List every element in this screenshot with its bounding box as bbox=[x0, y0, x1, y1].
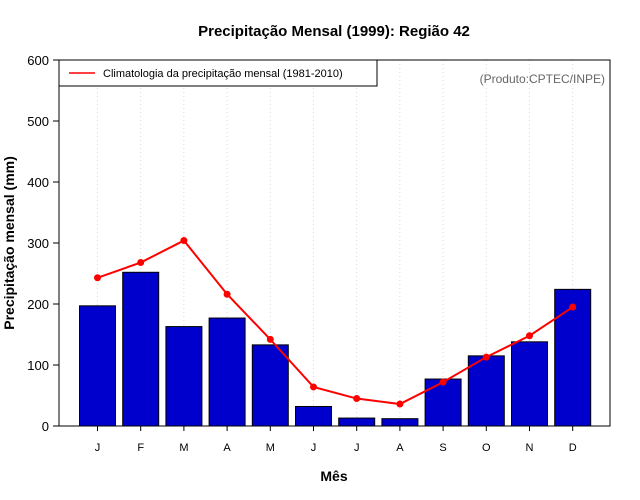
x-tick-label: J bbox=[95, 442, 101, 454]
x-axis-label: Mês bbox=[320, 468, 347, 484]
x-tick-label: N bbox=[526, 442, 534, 454]
y-axis-label: Precipitação mensal (mm) bbox=[1, 156, 17, 330]
chart-title: Precipitação Mensal (1999): Região 42 bbox=[198, 23, 470, 40]
climatology-point bbox=[94, 274, 101, 282]
climatology-line-layer bbox=[94, 237, 577, 408]
precipitation-bar bbox=[511, 341, 548, 427]
legend-entry: Climatologia da precipitação mensal (198… bbox=[103, 68, 343, 80]
precipitation-bar bbox=[381, 418, 419, 427]
x-tick-label: A bbox=[396, 442, 404, 454]
y-tick-label: 300 bbox=[27, 236, 49, 251]
precipitation-bar bbox=[251, 344, 289, 427]
credit-annotation: (Produto:CPTEC/INPE) bbox=[480, 72, 605, 86]
x-tick-label: M bbox=[179, 442, 188, 454]
climatology-point bbox=[569, 303, 577, 311]
legend: Climatologia da precipitação mensal (198… bbox=[58, 59, 378, 87]
x-tick-label: M bbox=[266, 442, 275, 454]
climatology-point bbox=[310, 383, 317, 391]
legend-box bbox=[58, 59, 378, 87]
climatology-point bbox=[353, 395, 361, 403]
bars-layer bbox=[79, 271, 592, 427]
climatology-point bbox=[526, 332, 533, 340]
precipitation-bar bbox=[424, 378, 462, 427]
x-tick-label: A bbox=[223, 442, 231, 454]
x-tick-label: F bbox=[137, 442, 144, 454]
precipitation-bar bbox=[165, 326, 203, 427]
precipitation-bar bbox=[295, 405, 332, 427]
x-tick-label: D bbox=[569, 442, 577, 454]
y-tick-label: 600 bbox=[27, 53, 49, 68]
x-tick-label: J bbox=[354, 442, 360, 454]
climatology-point bbox=[266, 335, 274, 343]
x-tick-label: O bbox=[482, 442, 491, 454]
x-tick-label: S bbox=[439, 442, 446, 454]
y-tick-label: 0 bbox=[42, 419, 49, 434]
y-tick-label: 500 bbox=[27, 114, 49, 129]
y-tick-label: 200 bbox=[27, 297, 49, 312]
precipitation-bar bbox=[122, 271, 160, 427]
x-tick-label: J bbox=[311, 442, 317, 454]
climatology-point bbox=[223, 290, 231, 298]
y-axis: 0 100 200 300 400 500 600 bbox=[27, 53, 59, 434]
climatology-point bbox=[439, 378, 447, 386]
climatology-point bbox=[396, 400, 404, 408]
climatology-point bbox=[180, 237, 188, 245]
climatology-line bbox=[97, 239, 574, 406]
precipitation-bar bbox=[208, 317, 246, 427]
climatology-point bbox=[482, 353, 490, 361]
precipitation-bar bbox=[467, 355, 505, 427]
precipitation-bar bbox=[554, 288, 592, 427]
y-tick-label: 100 bbox=[27, 358, 49, 373]
precipitation-bar bbox=[79, 305, 116, 427]
precipitation-bar bbox=[338, 417, 376, 427]
climatology-point bbox=[137, 259, 145, 267]
y-tick-label: 400 bbox=[27, 175, 49, 190]
